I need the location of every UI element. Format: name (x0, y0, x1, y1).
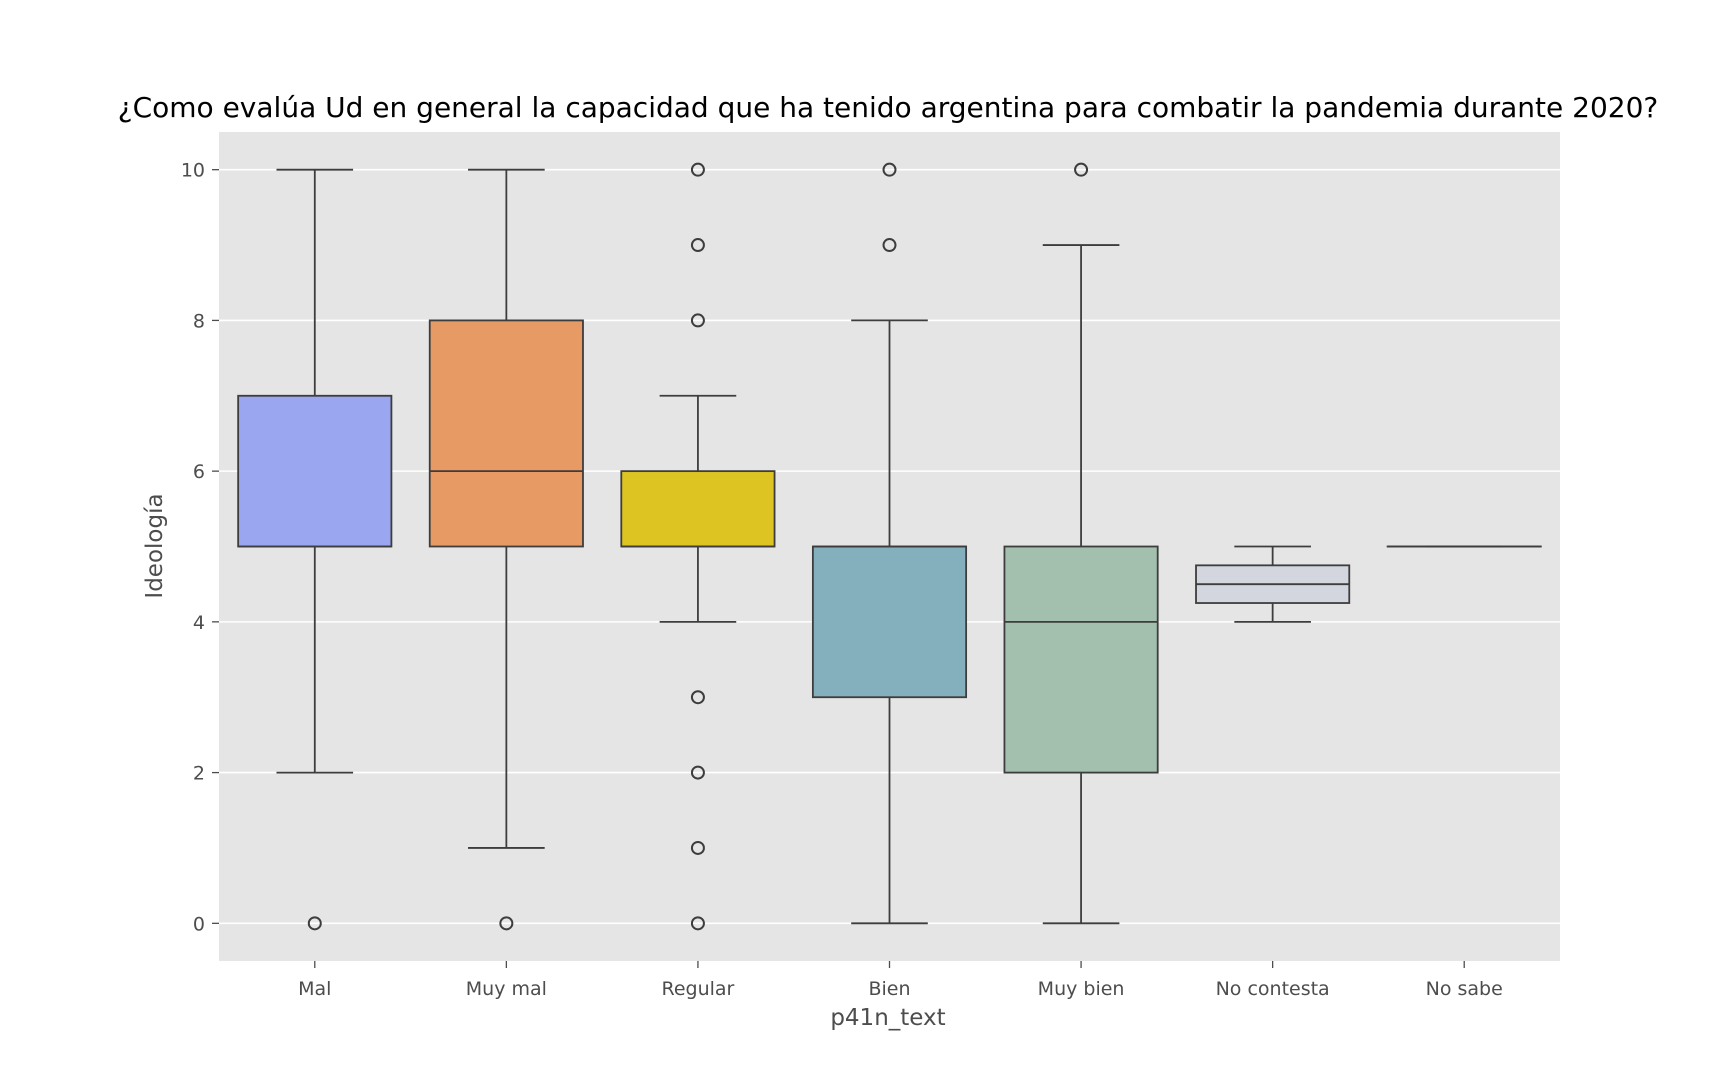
outlier-point (882, 162, 897, 177)
y-axis-label: Ideología (142, 493, 168, 598)
outlier-point (690, 840, 705, 855)
y-tick-label: 0 (193, 913, 205, 935)
y-tick-label: 10 (181, 160, 205, 182)
x-tick-label: Bien (868, 978, 910, 1000)
outlier-point (882, 238, 897, 253)
outlier-point (1074, 162, 1089, 177)
box-body (620, 470, 776, 548)
outlier-point (499, 916, 514, 931)
y-tick-label: 2 (193, 763, 205, 785)
box-mal (237, 168, 393, 931)
x-axis-label: p41n_text (830, 1005, 945, 1031)
box-muy-mal (428, 168, 584, 931)
x-tick-label: No sabe (1426, 978, 1503, 1000)
box-regular (620, 162, 776, 931)
box-bien (811, 162, 968, 925)
box-body (237, 394, 393, 548)
outlier-point (690, 238, 705, 253)
y-tick-label: 8 (193, 310, 205, 332)
box-body (428, 319, 584, 548)
x-tick-label: No contesta (1216, 978, 1330, 1000)
outlier-point (690, 765, 705, 780)
outlier-point (690, 916, 705, 931)
outlier-point (690, 162, 705, 177)
chart-title: ¿Como evalúa Ud en general la capacidad … (118, 91, 1659, 124)
y-axis-ticks: 0 2 4 6 8 10 (181, 160, 219, 935)
box-no-contesta (1195, 545, 1351, 623)
x-tick-label: Muy bien (1038, 978, 1125, 1000)
y-tick-label: 6 (193, 461, 205, 483)
boxes (237, 162, 1542, 931)
y-tick-label: 4 (193, 612, 205, 634)
outlier-point (690, 690, 705, 705)
x-tick-label: Muy mal (466, 978, 547, 1000)
x-axis-ticks: Mal Muy mal Regular Bien Muy bien No contesta… (298, 961, 1503, 1000)
box-body (1003, 545, 1159, 774)
x-tick-label: Regular (661, 978, 734, 1000)
outlier-point (307, 916, 322, 931)
x-tick-label: Mal (298, 978, 331, 1000)
outlier-point (690, 313, 705, 328)
box-muy-bien (1003, 162, 1159, 925)
box-body (811, 545, 968, 699)
